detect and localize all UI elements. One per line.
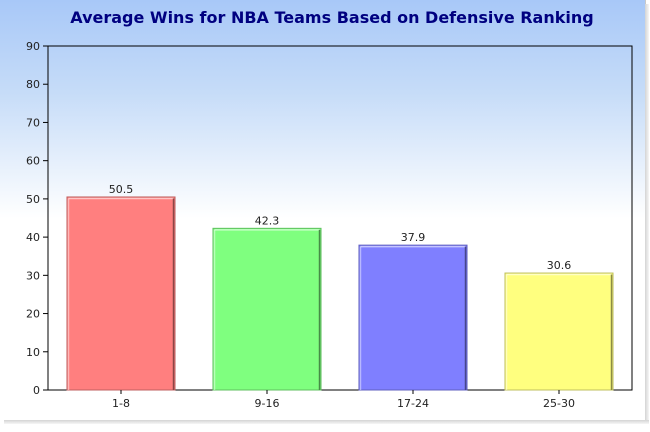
frame-shadow-right	[645, 4, 649, 424]
bar-value-label: 30.6	[547, 259, 572, 272]
bar-value-label: 42.3	[255, 214, 280, 227]
bar	[358, 244, 468, 391]
y-tick-label: 60	[26, 155, 40, 168]
bar	[504, 272, 614, 391]
bar	[212, 227, 322, 391]
x-tick-label: 1-8	[112, 397, 130, 410]
y-tick-label: 50	[26, 193, 40, 206]
chart-title: Average Wins for NBA Teams Based on Defe…	[70, 8, 593, 27]
y-tick-label: 40	[26, 231, 40, 244]
x-tick-label: 25-30	[543, 397, 575, 410]
y-tick-label: 10	[26, 346, 40, 359]
x-tick-label: 17-24	[397, 397, 429, 410]
y-tick-label: 0	[33, 384, 40, 397]
plot-border	[47, 45, 633, 391]
bar	[66, 196, 176, 391]
y-tick-label: 30	[26, 269, 40, 282]
bar-value-label: 37.9	[401, 231, 426, 244]
bar-value-label: 50.5	[109, 183, 134, 196]
plot-area: 0 10 20 30 40 50 60 70 80 90 50.5 1-8 42.3 9-16 37.9 17…	[26, 40, 633, 410]
x-tick-label: 9-16	[255, 397, 280, 410]
y-tick-label: 80	[26, 78, 40, 91]
frame-shadow-bottom	[4, 420, 649, 424]
y-tick-label: 20	[26, 308, 40, 321]
y-tick-label: 70	[26, 116, 40, 129]
y-tick-label: 90	[26, 40, 40, 53]
